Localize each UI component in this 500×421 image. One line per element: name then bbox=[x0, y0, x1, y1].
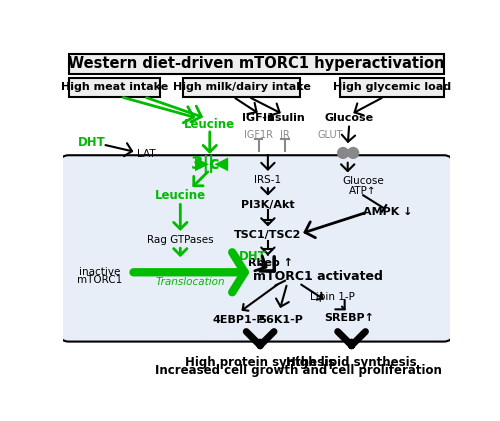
Text: High glycemic load: High glycemic load bbox=[333, 83, 451, 93]
Text: TSC1/TSC2: TSC1/TSC2 bbox=[234, 230, 302, 240]
Text: ▶|◀: ▶|◀ bbox=[195, 155, 229, 173]
FancyBboxPatch shape bbox=[68, 53, 444, 74]
Text: Insulin: Insulin bbox=[262, 113, 304, 123]
Text: inactive: inactive bbox=[79, 267, 120, 277]
Text: DHT: DHT bbox=[238, 250, 266, 264]
Text: Increased cell growth and cell proliferation: Increased cell growth and cell prolifera… bbox=[156, 364, 443, 377]
Text: LAT: LAT bbox=[137, 149, 156, 160]
Text: Translocation: Translocation bbox=[156, 277, 225, 287]
Text: 4EBP1-P: 4EBP1-P bbox=[213, 315, 266, 325]
Text: S6K1-P: S6K1-P bbox=[258, 315, 304, 325]
FancyBboxPatch shape bbox=[340, 78, 444, 97]
Text: Western diet-driven mTORC1 hyperactivation: Western diet-driven mTORC1 hyperactivati… bbox=[68, 56, 444, 71]
Text: DHT: DHT bbox=[78, 136, 106, 149]
Circle shape bbox=[338, 147, 348, 158]
FancyBboxPatch shape bbox=[60, 155, 453, 341]
Text: 3|c: 3|c bbox=[191, 155, 220, 173]
FancyBboxPatch shape bbox=[182, 78, 300, 97]
Text: ATP↑: ATP↑ bbox=[350, 186, 377, 196]
Text: AMPK ↓: AMPK ↓ bbox=[363, 207, 413, 217]
Text: SREBP↑: SREBP↑ bbox=[324, 314, 374, 323]
Text: PI3K/Akt: PI3K/Akt bbox=[241, 200, 294, 210]
Text: IRS-1: IRS-1 bbox=[254, 175, 281, 185]
Text: Rheb ↑: Rheb ↑ bbox=[248, 258, 292, 268]
Text: High lipid synthesis: High lipid synthesis bbox=[286, 356, 417, 369]
Text: IGF1R: IGF1R bbox=[244, 130, 273, 140]
Text: Leucine: Leucine bbox=[154, 189, 206, 202]
Text: Lipin 1-P: Lipin 1-P bbox=[310, 292, 354, 302]
Text: mTORC1: mTORC1 bbox=[77, 275, 122, 285]
Circle shape bbox=[348, 147, 358, 158]
Text: mTORC1 activated: mTORC1 activated bbox=[254, 270, 383, 283]
Text: Rag GTPases: Rag GTPases bbox=[147, 235, 214, 245]
Text: High protein synthesis: High protein synthesis bbox=[185, 356, 335, 369]
Text: Glucose: Glucose bbox=[324, 113, 374, 123]
Text: Leucine: Leucine bbox=[184, 118, 236, 131]
Text: IR: IR bbox=[280, 130, 290, 140]
Text: GLUT: GLUT bbox=[317, 130, 342, 140]
Text: Glucose: Glucose bbox=[342, 176, 384, 187]
Text: IGF-1: IGF-1 bbox=[242, 113, 275, 123]
Text: High milk/dairy intake: High milk/dairy intake bbox=[172, 83, 310, 93]
FancyBboxPatch shape bbox=[68, 78, 160, 97]
Text: High meat intake: High meat intake bbox=[61, 83, 168, 93]
